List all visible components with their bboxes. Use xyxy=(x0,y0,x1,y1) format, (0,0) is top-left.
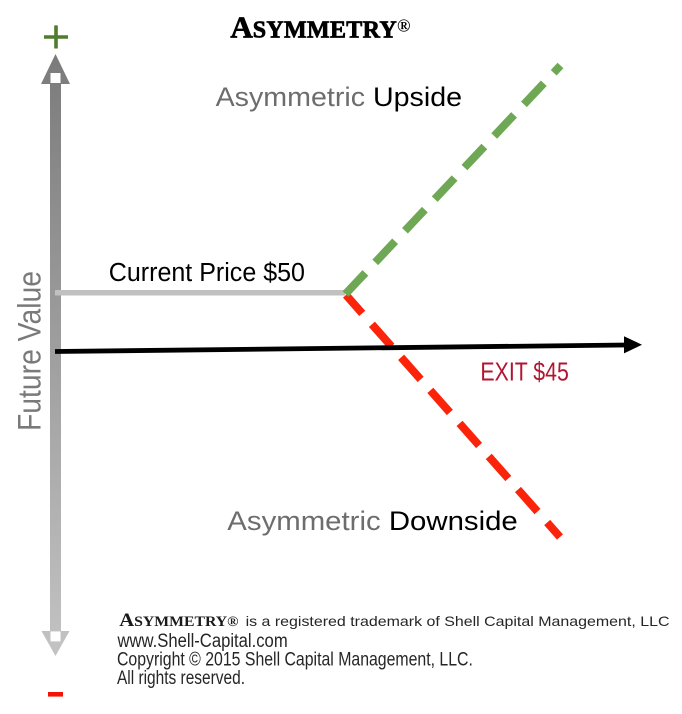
svg-text:Asymmetric Upside: Asymmetric Upside xyxy=(216,82,462,112)
svg-text:ASYMMETRY®: ASYMMETRY® xyxy=(119,610,238,631)
svg-text:Future Value: Future Value xyxy=(13,271,48,431)
svg-text:®: ® xyxy=(397,15,410,35)
svg-text:Asymmetric Downside: Asymmetric Downside xyxy=(227,505,517,536)
svg-text:is a registered trademark of S: is a registered trademark of Shell Capit… xyxy=(246,614,670,630)
svg-text:All rights reserved.: All rights reserved. xyxy=(117,666,245,688)
svg-text:Current Price $50: Current Price $50 xyxy=(109,258,305,287)
svg-text:ASYMMETRY: ASYMMETRY xyxy=(230,10,397,45)
svg-text:Copyright © 2015 Shell Capital: Copyright © 2015 Shell Capital Managemen… xyxy=(117,648,473,670)
svg-text:www.Shell-Capital.com: www.Shell-Capital.com xyxy=(117,630,288,651)
svg-text:EXIT $45: EXIT $45 xyxy=(480,357,568,387)
